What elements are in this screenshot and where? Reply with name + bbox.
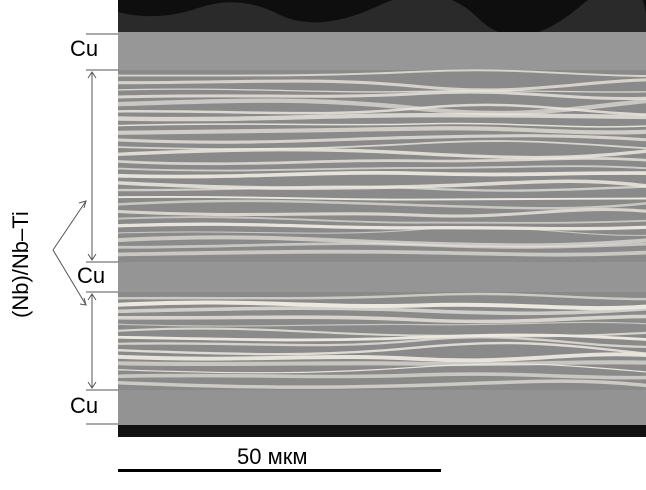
filament-streak [118, 88, 646, 93]
filament-streak [118, 235, 646, 248]
cu-label-bottom: Cu [70, 393, 99, 418]
cu-layer-bottom [118, 390, 646, 425]
annotation-lines [52, 33, 118, 425]
scale-bar [118, 469, 441, 472]
filament-streak [118, 122, 646, 128]
filament-streak [118, 300, 646, 311]
cu-label-middle: Cu [77, 263, 106, 288]
filament-streak [118, 195, 646, 201]
cu-layer-top [118, 32, 646, 70]
filament-streak [118, 352, 646, 363]
filament-streak [118, 179, 646, 190]
filament-streak [118, 333, 646, 342]
filament-streak [118, 222, 646, 231]
filament-streak [118, 199, 646, 210]
filament-streak [118, 292, 646, 301]
filament-streak [118, 226, 646, 236]
filament-streak [118, 216, 646, 224]
filament-streak [118, 78, 646, 92]
filament-streak [118, 336, 646, 349]
filament-streak [118, 165, 646, 172]
filament-streak [118, 321, 646, 327]
filament-streak [118, 360, 646, 367]
filament-streak [118, 69, 646, 77]
filament-streak [118, 157, 646, 166]
filament-streak [118, 170, 646, 179]
filament-streak [118, 134, 646, 144]
filament-streak [118, 90, 646, 101]
cu-layer-middle [118, 262, 646, 292]
filament-streak [118, 341, 646, 356]
scale-bar-label: 50 мкм [237, 444, 308, 469]
filament-streak [118, 379, 646, 389]
filament-streak [118, 242, 646, 249]
filament-streak [118, 147, 646, 160]
filament-layer-label: (Nb)/Nb–Ti [8, 211, 33, 318]
filament-streak [118, 185, 646, 192]
filament-streak [118, 372, 646, 380]
filament-streak [118, 363, 646, 374]
filament-streak [118, 249, 646, 257]
filament-streak [118, 306, 646, 316]
filament-streak [118, 207, 646, 218]
filament-streak [118, 112, 646, 122]
cu-label-top: Cu [70, 36, 99, 61]
filament-streak [118, 126, 646, 135]
filament-streak [118, 103, 646, 116]
micrograph-image [118, 0, 646, 437]
filament-streak [118, 314, 646, 324]
